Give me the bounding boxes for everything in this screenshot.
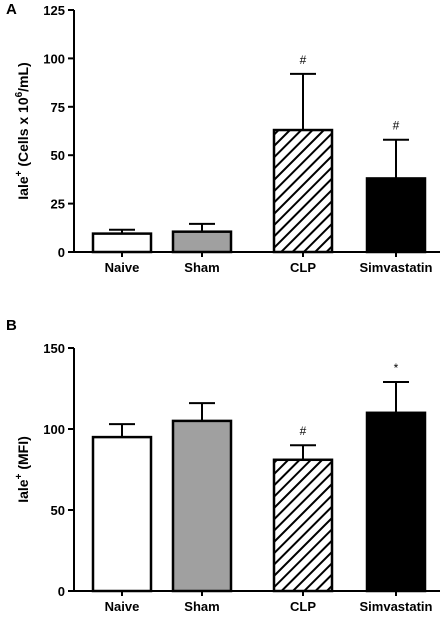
bar-clp: [272, 128, 334, 254]
bar-simvastatin: [365, 411, 427, 593]
y-tick-label: 125: [43, 3, 65, 18]
y-tick-label: 75: [51, 100, 65, 115]
bar-naive: [91, 435, 153, 593]
bar-simvastatin: [365, 177, 427, 254]
x-tick-label: CLP: [290, 599, 316, 614]
y-tick-label: 0: [58, 245, 65, 260]
bar-naive: [91, 232, 153, 254]
x-tick-label: Sham: [184, 260, 219, 275]
significance-marker: *: [394, 361, 399, 375]
chart-panel-B: B 0 50 100 150 Iale+ (MFI) Naive Sham CLP # Simvas…: [6, 317, 440, 614]
significance-marker: #: [300, 424, 307, 438]
significance-marker: #: [393, 119, 400, 133]
y-tick-label: 100: [43, 51, 65, 66]
y-axis-label: Iale+ (MFI): [14, 436, 31, 503]
y-axis-label: Iale+ (Cells x 106/mL): [14, 62, 31, 199]
x-tick-label: Naive: [105, 260, 140, 275]
x-tick-label: Sham: [184, 599, 219, 614]
x-tick-label: Simvastatin: [360, 599, 433, 614]
chart-panel-A: A 0 25 50 75 100 125 Iale+ (Cells x 106/mL) Naiv…: [6, 1, 440, 275]
y-tick-label: 100: [43, 422, 65, 437]
y-tick-label: 50: [51, 503, 65, 518]
x-tick-label: Naive: [105, 599, 140, 614]
y-tick-label: 0: [58, 584, 65, 599]
significance-marker: #: [300, 53, 307, 67]
y-tick-label: 50: [51, 148, 65, 163]
y-tick-label: 150: [43, 341, 65, 356]
panel-label: A: [6, 1, 17, 18]
bar-sham: [171, 419, 233, 593]
x-tick-label: CLP: [290, 260, 316, 275]
x-tick-label: Simvastatin: [360, 260, 433, 275]
y-tick-label: 25: [51, 197, 65, 212]
panel-label: B: [6, 317, 17, 334]
bar-clp: [272, 458, 334, 593]
bar-sham: [171, 230, 233, 254]
